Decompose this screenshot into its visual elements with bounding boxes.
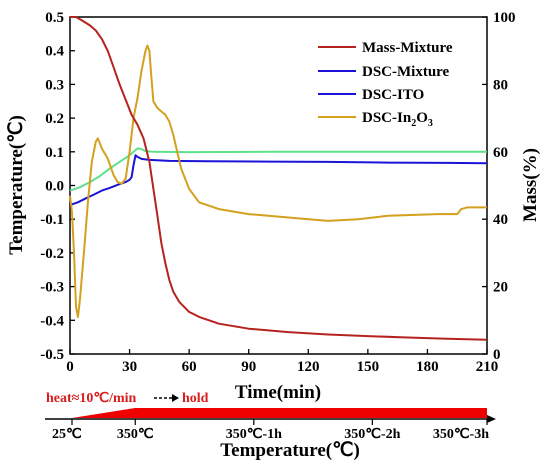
y-right-tick-label: 0: [493, 347, 501, 363]
y-left-tick-label: -0.3: [40, 280, 64, 296]
y-right-tick-label: 60: [493, 145, 508, 161]
y-left-tick-label: 0.0: [45, 179, 64, 195]
x-tick-label: 60: [182, 359, 197, 375]
temperature-axis-arrowhead: [487, 415, 496, 423]
y-right-tick-label: 40: [493, 212, 508, 228]
stage-layer: 25℃ 350℃ 350℃-1h 350℃-2h 350℃-3h: [52, 419, 489, 442]
tick-layer: 0 30 60 90 120 150 180 210 -0.5 -0.4 -0.3 -0.2 -0.1 0…: [40, 10, 515, 375]
legend-label-dsc-ito: DSC-ITO: [362, 87, 424, 103]
y-left-axis-title: Temperature(℃): [6, 115, 27, 255]
x-tick-label: 180: [416, 359, 439, 375]
series-line-mass-mixture: [70, 16, 488, 341]
x-tick-label: 120: [297, 359, 320, 375]
y-right-axis-title: Mass(%): [520, 148, 541, 222]
stage-label: 350℃: [117, 427, 154, 442]
legend-label-mass-mixture: Mass-Mixture: [362, 40, 453, 56]
y-right-tick-label: 20: [493, 280, 508, 296]
x-tick-label: 0: [66, 359, 74, 375]
x-tick-label: 30: [122, 359, 137, 375]
heating-program: heat≈10℃/min hold 25℃ 350℃ 350℃-1h 350℃-2h 3…: [45, 391, 496, 461]
heat-bar: [72, 408, 487, 418]
series-line-dsc-mixture: [69, 154, 488, 206]
legend-label-dsc-in2o3: DSC-In2O3: [362, 110, 433, 129]
stage-label: 25℃: [52, 427, 82, 442]
y-left-tick-label: 0.3: [45, 77, 64, 93]
series-line-dsc-in2o3: [69, 44, 487, 318]
y-left-tick-label: 0.4: [45, 44, 64, 60]
y-left-tick-label: -0.2: [40, 246, 64, 262]
x-tick-label: 210: [476, 359, 499, 375]
legend-label-dsc-mixture: DSC-Mixture: [362, 64, 450, 80]
y-left-tick-label: -0.1: [40, 212, 64, 228]
hold-label: hold: [182, 391, 209, 406]
x-axis-title: Time(min): [235, 382, 321, 403]
stage-label: 350℃-1h: [226, 427, 282, 442]
y-left-tick-label: 0.1: [45, 145, 64, 161]
series-layer: [69, 16, 488, 341]
y-left-tick-label: 0.2: [45, 111, 64, 127]
x-tick-label: 150: [357, 359, 380, 375]
legend: Mass-Mixture DSC-Mixture DSC-ITO DSC-In2…: [318, 40, 453, 129]
heat-rate-label: heat≈10℃/min: [46, 391, 137, 406]
x-tick-label: 90: [241, 359, 256, 375]
y-right-tick-label: 80: [493, 77, 508, 93]
y-right-tick-label: 100: [493, 10, 516, 26]
y-left-tick-label: 0.5: [45, 10, 64, 26]
y-left-tick-label: -0.5: [40, 347, 64, 363]
series-line-dsc-ito: [69, 147, 487, 192]
y-left-tick-label: -0.4: [40, 313, 64, 329]
stage-label: 350℃-3h: [433, 427, 489, 442]
temperature-axis-title: Temperature(℃): [220, 440, 360, 461]
stage-label: 350℃-2h: [344, 427, 400, 442]
heat-hold-arrowhead: [172, 394, 179, 402]
